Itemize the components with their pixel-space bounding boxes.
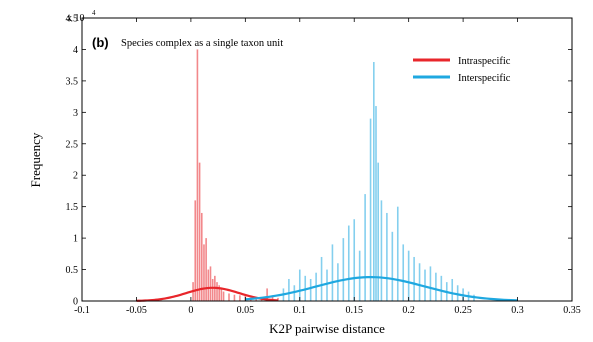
series-interspecific (245, 62, 518, 302)
bar-interspecific (288, 278, 290, 301)
x-tick-label: 0.1 (294, 305, 307, 316)
x-tick-label: 0.05 (237, 305, 255, 316)
bar-interspecific (298, 269, 301, 301)
bar-intraspecific (205, 238, 207, 301)
y-tick-label: 4.5 (66, 14, 79, 25)
bar-interspecific (413, 256, 415, 301)
bar-interspecific (440, 275, 443, 301)
bar-interspecific (353, 219, 356, 301)
legend: Intraspecific Interspecific (413, 56, 511, 84)
y-tick-label: 1 (73, 234, 78, 245)
fit-curve-interspecific (245, 275, 518, 302)
plot-content (136, 49, 518, 302)
x-tick-label: 0.35 (563, 305, 581, 316)
y-tick-label: 2.5 (66, 139, 79, 150)
y-tick-label: 3.5 (66, 76, 79, 87)
x-tick-label: 0.2 (402, 305, 415, 316)
bar-intraspecific (209, 266, 212, 301)
bar-intraspecific (194, 200, 197, 301)
bar-interspecific (375, 106, 377, 301)
bar-interspecific (309, 278, 312, 301)
bar-intraspecific (211, 278, 214, 301)
bar-interspecific (418, 263, 421, 301)
bar-intraspecific (203, 244, 205, 301)
y-tick-label: 3 (73, 108, 78, 119)
bar-intraspecific (207, 269, 210, 301)
y-axis-ticks: 0 0.5 1 1.5 2 2.5 3 3.5 4 4.5 (66, 14, 572, 308)
bar-interspecific (331, 244, 334, 301)
x-tick-label: -0.1 (74, 305, 90, 316)
bar-interspecific (373, 62, 375, 301)
legend-label-intraspecific: Intraspecific (458, 56, 511, 67)
y-multiplier: x 10 (67, 13, 85, 24)
bar-intraspecific (196, 49, 199, 301)
plot-frame (81, 17, 573, 302)
series-intraspecific (136, 49, 279, 302)
y-tick-label: 0.5 (66, 265, 79, 276)
bar-interspecific (402, 244, 405, 301)
bar-intraspecific (198, 162, 201, 301)
bar-interspecific (369, 118, 372, 302)
x-tick-label: 0.15 (345, 305, 363, 316)
bar-interspecific (435, 272, 437, 301)
bar-interspecific (358, 250, 361, 301)
bar-intraspecific (271, 295, 274, 301)
bar-intraspecific (216, 282, 218, 301)
bar-intraspecific (239, 295, 241, 301)
y-tick-label: 1.5 (66, 202, 79, 213)
bar-interspecific (396, 206, 399, 301)
bar-interspecific (386, 212, 388, 301)
bar-interspecific (380, 200, 383, 301)
bar-interspecific (377, 162, 379, 301)
y-exponent: 4 (92, 9, 96, 17)
bar-interspecific (407, 250, 410, 301)
bar-interspecific (320, 256, 323, 301)
fit-curve-intraspecific (136, 286, 279, 302)
bar-interspecific (391, 231, 394, 301)
y-axis-title: Frequency (28, 132, 43, 187)
x-tick-label: 0.3 (511, 305, 524, 316)
bar-interspecific (451, 278, 454, 301)
bar-intraspecific (266, 288, 268, 301)
x-axis-ticks: -0.1 -0.05 0 0.05 0.1 0.15 0.2 0.25 0.3 0.35 (74, 18, 581, 316)
bar-intraspecific (220, 288, 223, 301)
x-axis-title: K2P pairwise distance (269, 321, 385, 336)
x-tick-label: -0.05 (126, 305, 147, 316)
bar-interspecific (364, 194, 366, 301)
bar-interspecific (342, 238, 345, 301)
bar-intraspecific (218, 285, 220, 301)
bar-interspecific (326, 269, 328, 301)
x-tick-label: 0 (188, 305, 193, 316)
y-tick-label: 2 (73, 171, 78, 182)
bar-interspecific (424, 269, 426, 301)
bar-interspecific (456, 285, 459, 301)
x-tick-label: 0.25 (454, 305, 472, 316)
panel-letter: (b) (92, 35, 109, 50)
bar-intraspecific (200, 212, 203, 301)
bar-interspecific (347, 225, 350, 301)
bar-intraspecific (233, 294, 236, 301)
bar-interspecific (429, 266, 432, 301)
y-tick-label: 4 (73, 45, 78, 56)
bar-intraspecific (228, 293, 230, 301)
bar-intraspecific (222, 291, 225, 301)
legend-label-interspecific: Interspecific (458, 73, 511, 84)
y-tick-label: 0 (73, 297, 78, 308)
chart-title: Species complex as a single taxon unit (121, 38, 283, 49)
